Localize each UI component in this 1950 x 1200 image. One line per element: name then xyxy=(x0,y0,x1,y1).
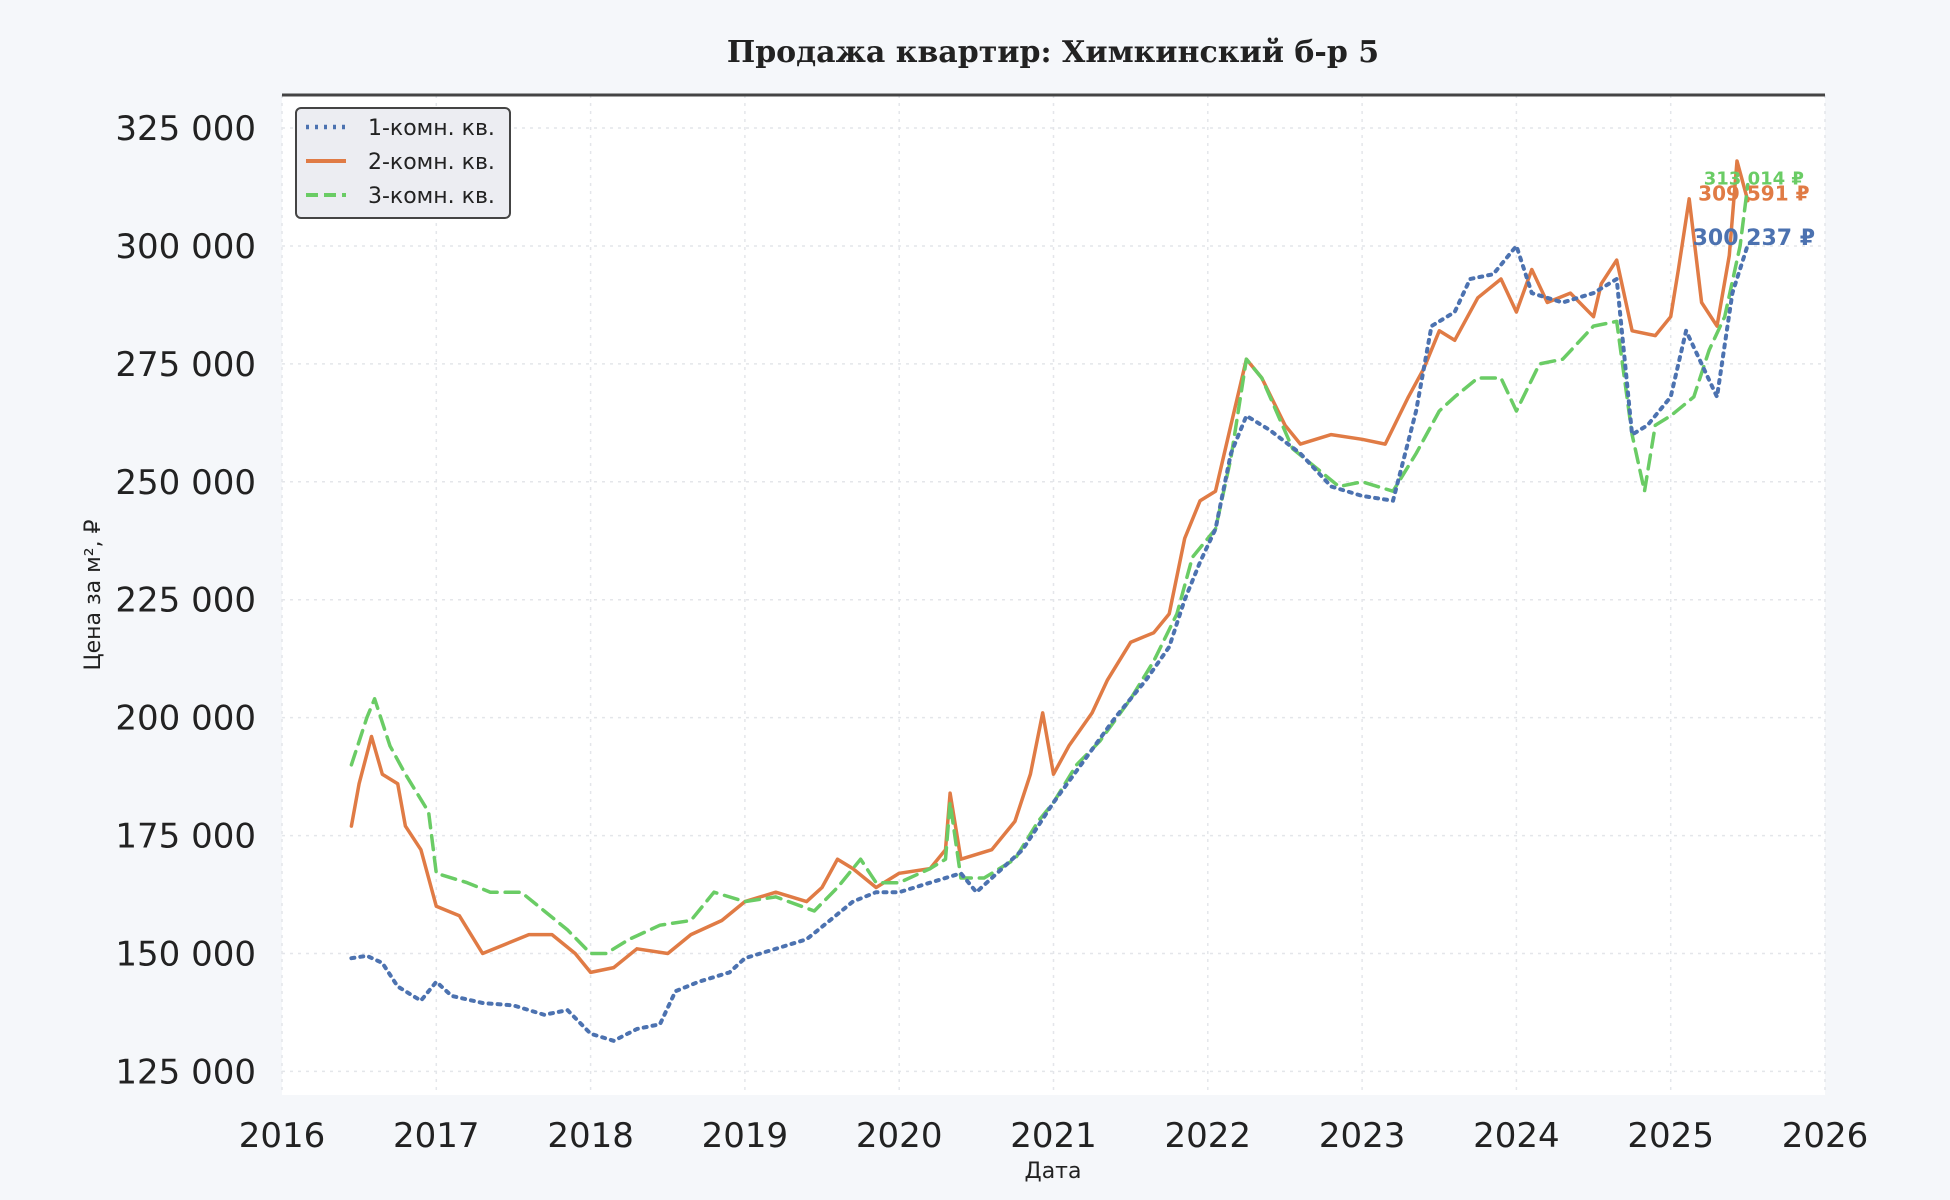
y-tick-label: 325 000 xyxy=(115,109,256,149)
series-line-1 xyxy=(349,242,1750,1043)
y-axis-label: Цена за м², ₽ xyxy=(81,519,106,670)
x-tick-label: 2024 xyxy=(1473,1116,1560,1156)
legend-label-2: 2-комн. кв. xyxy=(368,150,495,175)
x-tick-label: 2018 xyxy=(547,1116,634,1156)
x-tick-label: 2025 xyxy=(1627,1116,1714,1156)
legend: 1-комн. кв. 2-комн. кв. 3-комн. кв. xyxy=(295,107,511,219)
x-tick-label: 2019 xyxy=(702,1116,789,1156)
end-labels: 300 237 ₽ 309 591 ₽313 014 ₽ xyxy=(1693,169,1815,251)
y-tick-label: 175 000 xyxy=(115,817,256,857)
x-tick-label: 2020 xyxy=(856,1116,943,1156)
legend-box xyxy=(295,107,511,219)
chart-title: Продажа квартир: Химкинский б-р 5 xyxy=(727,35,1379,70)
x-tick-label: 2023 xyxy=(1319,1116,1406,1156)
x-tick-label: 2016 xyxy=(239,1116,326,1156)
x-tick-label: 2017 xyxy=(393,1116,480,1156)
legend-label-3: 3-комн. кв. xyxy=(368,184,495,209)
x-tick-label: 2026 xyxy=(1782,1116,1869,1156)
end-value-label-3: 313 014 ₽ xyxy=(1704,169,1804,190)
end-value-label-2: 309 591 ₽ xyxy=(1698,182,1809,206)
y-tick-label: 200 000 xyxy=(115,699,256,739)
legend-label-1: 1-комн. кв. xyxy=(368,116,495,141)
series-layer xyxy=(349,159,1750,1043)
x-tick-label: 2021 xyxy=(1010,1116,1097,1156)
y-tick-label: 225 000 xyxy=(115,581,256,621)
series-line-3 xyxy=(349,182,1750,956)
x-axis-ticks: 2016 2017 2018 2019 2020 2021 2022 2023 2024 2025… xyxy=(239,1116,1869,1156)
end-value-label-1: 300 237 ₽ xyxy=(1693,226,1815,251)
y-tick-label: 275 000 xyxy=(115,345,256,385)
series-line-2 xyxy=(349,159,1750,975)
grid xyxy=(281,95,1826,1095)
y-axis-ticks: 125 000 150 000 175 000 200 000 225 000 250 0… xyxy=(115,109,256,1092)
y-tick-label: 300 000 xyxy=(115,227,256,267)
y-tick-label: 125 000 xyxy=(115,1052,256,1092)
x-axis-label: Дата xyxy=(1025,1159,1082,1184)
x-tick-label: 2022 xyxy=(1165,1116,1252,1156)
y-tick-label: 150 000 xyxy=(115,934,256,974)
y-tick-label: 250 000 xyxy=(115,463,256,503)
